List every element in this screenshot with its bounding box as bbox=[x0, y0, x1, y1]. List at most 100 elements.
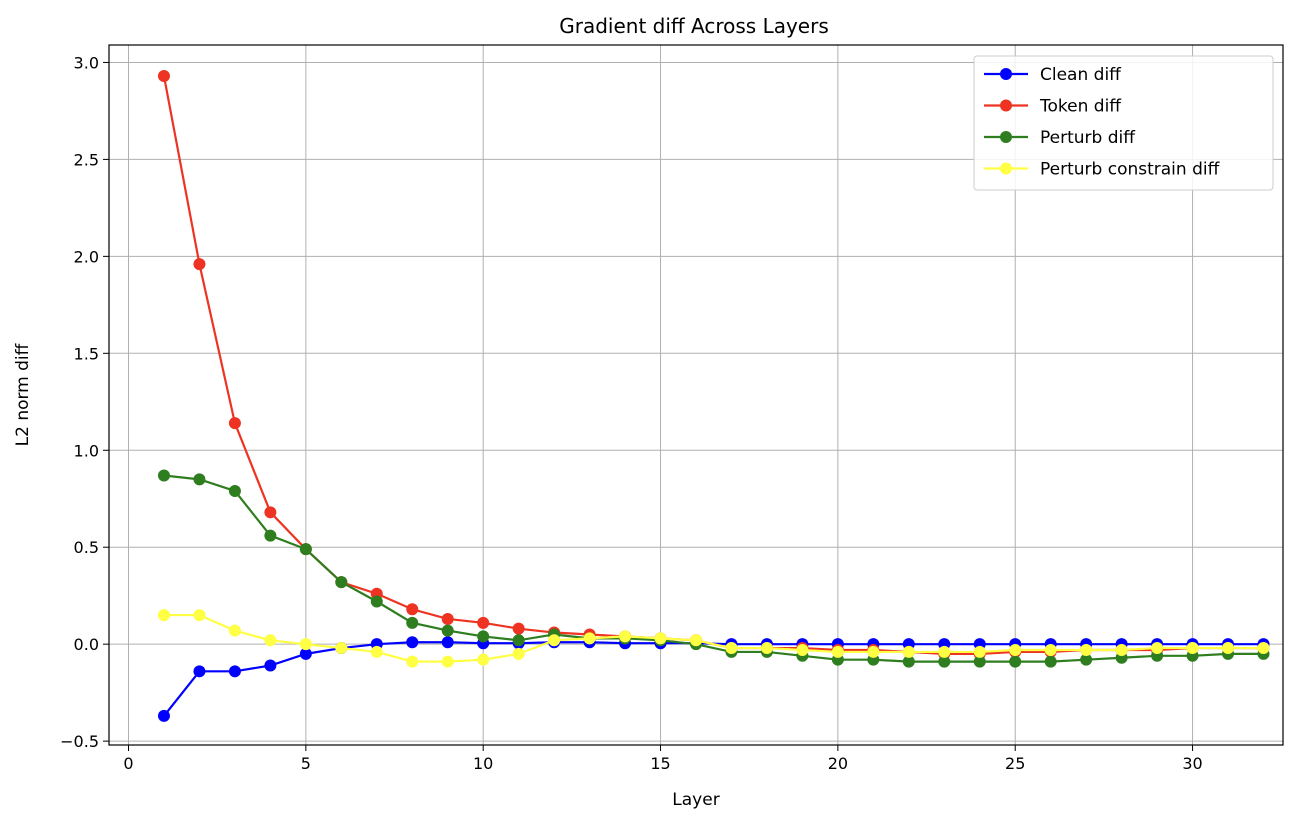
x-axis-label: Layer bbox=[672, 790, 719, 810]
data-point bbox=[441, 612, 454, 625]
y-tick-label: 2.0 bbox=[74, 247, 99, 266]
x-tick-label: 30 bbox=[1182, 754, 1202, 773]
data-point bbox=[370, 595, 383, 608]
data-point bbox=[760, 642, 773, 655]
data-point bbox=[512, 647, 525, 660]
data-point bbox=[299, 638, 312, 651]
data-point bbox=[902, 655, 915, 668]
data-point bbox=[973, 645, 986, 658]
data-point bbox=[157, 70, 170, 83]
data-point bbox=[1222, 642, 1235, 655]
data-point bbox=[193, 609, 206, 622]
data-point bbox=[690, 634, 702, 647]
data-point bbox=[548, 634, 561, 647]
data-point bbox=[157, 609, 170, 622]
data-point bbox=[406, 636, 419, 649]
y-tick-label: 2.5 bbox=[74, 150, 99, 169]
data-point bbox=[831, 645, 844, 658]
data-point bbox=[583, 632, 596, 645]
data-point bbox=[370, 645, 383, 658]
y-tick-label: 3.0 bbox=[74, 53, 99, 72]
y-tick-label: 0.0 bbox=[74, 635, 99, 654]
data-point bbox=[796, 643, 809, 656]
data-point bbox=[157, 469, 170, 482]
data-point bbox=[477, 653, 490, 666]
data-point bbox=[193, 258, 206, 271]
legend-label: Clean diff bbox=[1040, 65, 1122, 85]
legend-swatch-marker bbox=[1000, 131, 1012, 143]
data-point bbox=[335, 576, 348, 589]
data-point bbox=[1009, 655, 1022, 668]
data-point bbox=[157, 709, 170, 722]
y-tick-label: 1.5 bbox=[74, 344, 99, 363]
legend-item: Perturb diff bbox=[984, 128, 1136, 148]
data-point bbox=[477, 616, 490, 629]
legend-swatch-marker bbox=[1000, 162, 1012, 175]
data-point bbox=[264, 634, 277, 647]
data-point bbox=[1044, 643, 1057, 656]
data-point bbox=[406, 603, 419, 616]
data-point bbox=[477, 630, 490, 643]
data-point bbox=[264, 659, 277, 672]
series-line bbox=[163, 613, 1264, 663]
data-point bbox=[1186, 642, 1199, 655]
data-point bbox=[193, 473, 206, 486]
legend-item: Clean diff bbox=[984, 65, 1122, 85]
x-tick-label: 5 bbox=[301, 754, 311, 773]
legend-swatch-marker bbox=[1000, 99, 1012, 112]
data-point bbox=[1044, 655, 1057, 668]
data-point bbox=[938, 655, 951, 668]
data-point bbox=[1115, 643, 1128, 656]
x-tick-label: 20 bbox=[828, 754, 848, 773]
data-point bbox=[725, 642, 738, 655]
data-point bbox=[406, 655, 419, 668]
series-perturb-diff bbox=[157, 469, 1270, 668]
data-point bbox=[512, 634, 525, 647]
legend-swatch-marker bbox=[1000, 68, 1012, 80]
series-line bbox=[163, 641, 1264, 717]
data-point bbox=[867, 645, 880, 658]
data-point bbox=[228, 665, 241, 678]
data-point bbox=[619, 630, 632, 643]
data-point bbox=[938, 645, 951, 658]
legend-item: Token diff bbox=[984, 97, 1122, 117]
axis-ticks: 0 5 10 15 20 25 30 −0.5 0.0 0.5 1.0 1.5 2.0 2.5 3.0 bbox=[60, 53, 1203, 773]
series-line bbox=[163, 474, 1264, 663]
x-tick-label: 25 bbox=[1005, 754, 1025, 773]
legend-frame bbox=[973, 55, 1274, 191]
legend-label: Perturb constrain diff bbox=[1040, 160, 1221, 180]
data-point bbox=[406, 616, 419, 629]
data-point bbox=[299, 543, 312, 556]
data-point bbox=[512, 622, 525, 635]
y-tick-label: 0.5 bbox=[74, 538, 99, 557]
data-point bbox=[228, 484, 241, 497]
data-point bbox=[973, 655, 986, 668]
data-point bbox=[441, 655, 454, 668]
y-axis-label: L2 norm diff bbox=[13, 342, 33, 446]
x-tick-label: 15 bbox=[650, 754, 670, 773]
data-point bbox=[1151, 642, 1164, 655]
data-point bbox=[654, 632, 667, 645]
data-point bbox=[299, 647, 312, 660]
data-point bbox=[193, 665, 206, 678]
y-tick-label: −0.5 bbox=[60, 732, 99, 751]
legend-label: Token diff bbox=[1039, 97, 1122, 117]
data-point bbox=[441, 636, 454, 649]
data-point bbox=[335, 642, 348, 655]
chart-title: Gradient diff Across Layers bbox=[559, 14, 829, 38]
data-point bbox=[264, 506, 277, 519]
data-point bbox=[1080, 653, 1093, 666]
data-point bbox=[1009, 643, 1022, 656]
data-point bbox=[264, 529, 277, 542]
data-point bbox=[902, 645, 915, 658]
data-point bbox=[228, 417, 241, 430]
data-point bbox=[1257, 642, 1270, 655]
x-tick-label: 10 bbox=[473, 754, 493, 773]
plot-frame bbox=[108, 44, 1284, 746]
data-point bbox=[228, 624, 241, 637]
legend-item: Perturb constrain diff bbox=[984, 160, 1221, 180]
data-point bbox=[441, 624, 454, 637]
series-lines bbox=[157, 70, 1270, 722]
legend-label: Perturb diff bbox=[1040, 128, 1136, 148]
